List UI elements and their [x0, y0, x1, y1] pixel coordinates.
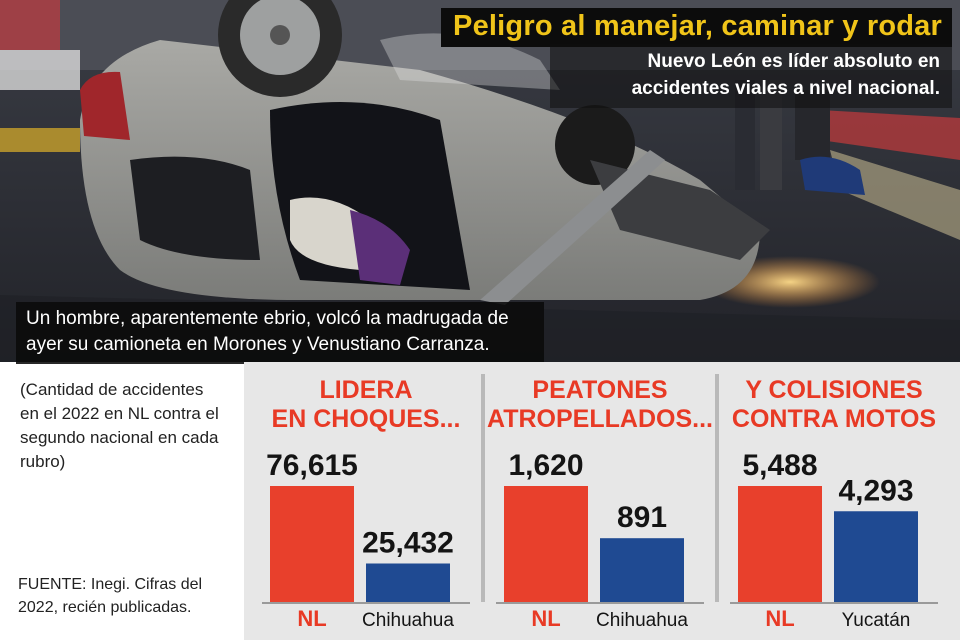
- panel-divider: [715, 374, 719, 602]
- bar-value-label: 4,293: [838, 474, 913, 507]
- baseline: [730, 602, 938, 604]
- bar-category-label: NL: [297, 606, 326, 631]
- bar: [738, 486, 822, 602]
- bar: [270, 486, 354, 602]
- bar: [504, 486, 588, 602]
- bar-category-label: Yucatán: [842, 610, 911, 631]
- subheadline: Nuevo León es líder absoluto en accident…: [550, 44, 952, 108]
- bar-category-label: NL: [531, 606, 560, 631]
- photo-caption: Un hombre, aparentemente ebrio, volcó la…: [16, 302, 544, 364]
- baseline: [262, 602, 470, 604]
- bar-value-label: 1,620: [508, 449, 583, 482]
- chart-title: Y COLISIONES CONTRA MOTOS: [732, 376, 936, 433]
- bar-category-label: Chihuahua: [362, 610, 454, 631]
- bar-value-label: 76,615: [266, 449, 358, 482]
- bar-value-label: 891: [617, 501, 667, 534]
- bar: [834, 511, 918, 602]
- bar-charts-panel: LIDERA EN CHOQUES... 76,615 NL 25,432 Chihuah…: [244, 362, 960, 640]
- bar: [600, 538, 684, 602]
- bar: [366, 563, 450, 602]
- panel-divider: [481, 374, 485, 602]
- chart-title: LIDERA EN CHOQUES...: [272, 376, 461, 433]
- bar-value-label: 25,432: [362, 526, 454, 559]
- bar-category-label: Chihuahua: [596, 610, 688, 631]
- chart-title: PEATONES ATROPELLADOS...: [487, 376, 713, 433]
- bar-category-label: NL: [765, 606, 794, 631]
- source-note: FUENTE: Inegi. Cifras del 2022, recién p…: [18, 576, 203, 616]
- chart-note: (Cantidad de accidentes en el 2022 en NL…: [20, 380, 219, 471]
- baseline: [496, 602, 704, 604]
- bar-charts-svg: LIDERA EN CHOQUES... 76,615 NL 25,432 Chihuah…: [262, 374, 938, 631]
- headline: Peligro al manejar, caminar y rodar: [441, 8, 952, 47]
- bar-value-label: 5,488: [742, 449, 817, 482]
